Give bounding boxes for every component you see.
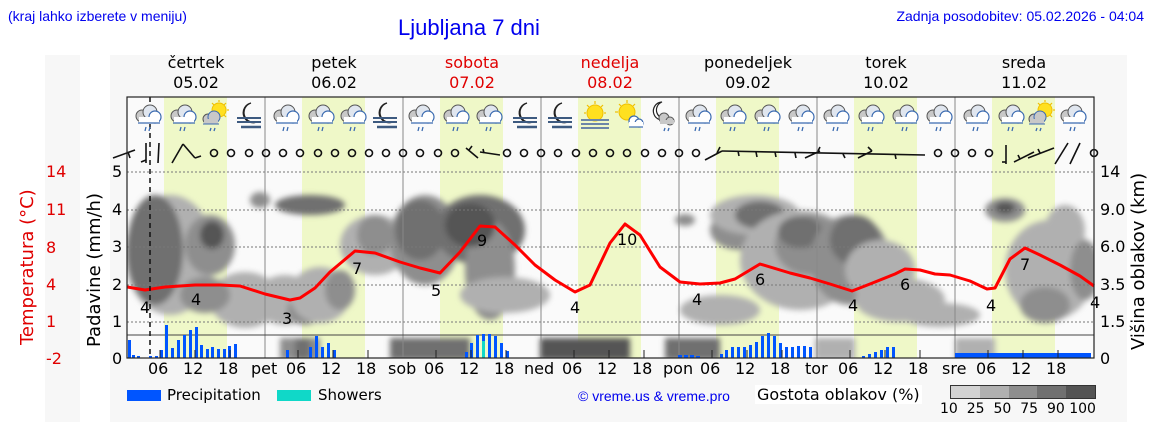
precip-tick: 4 (112, 200, 123, 219)
cloud-height-tick: 9.0 (1100, 200, 1126, 219)
temperature-line (126, 222, 1095, 302)
x-tick: 12 (597, 359, 618, 378)
x-tick: 06 (976, 359, 997, 378)
x-tick-day: ned (524, 359, 555, 378)
cloud-density-scale (950, 385, 1096, 399)
x-tick: 12 (459, 359, 480, 378)
precip-tick: 5 (112, 162, 123, 181)
shower-bar (482, 341, 485, 358)
x-tick: 12 (183, 359, 204, 378)
x-tick: 12 (873, 359, 894, 378)
density-step (1066, 386, 1095, 398)
x-tick: 06 (562, 359, 583, 378)
precip-tick: 1 (112, 312, 123, 331)
day-header: sreda 11.02 (1001, 53, 1047, 92)
hour-ticks (159, 350, 1059, 358)
svg-text:4: 4 (986, 296, 996, 315)
temp-tick: 8 (46, 238, 57, 257)
density-step (951, 386, 980, 398)
cloud-height-tick: 1.5 (1100, 312, 1126, 331)
x-tick-day: pon (663, 359, 694, 378)
x-tick: 06 (838, 359, 859, 378)
svg-text:4: 4 (1090, 293, 1100, 312)
temp-tick: 4 (46, 275, 57, 294)
day-header: četrtek 05.02 (167, 53, 225, 92)
precip-tick: 3 (112, 237, 123, 256)
temp-tick: -2 (46, 349, 62, 368)
x-tick: 18 (494, 359, 515, 378)
day-header: ponedeljek 09.02 (704, 53, 792, 92)
x-tick-day: sob (388, 359, 417, 378)
copyright-link[interactable]: © vreme.us & vreme.pro (578, 388, 730, 404)
temp-tick: 1 (46, 312, 57, 331)
precipitation-legend-label: Precipitation (167, 386, 261, 404)
day-header: torek 10.02 (863, 53, 909, 92)
day-header-weekend: sobota 07.02 (444, 53, 500, 92)
x-tick: 18 (218, 359, 239, 378)
x-tick: 18 (1046, 359, 1067, 378)
x-tick: 12 (735, 359, 756, 378)
day-header-weekend: nedelja 08.02 (580, 53, 640, 92)
density-step (1037, 386, 1067, 398)
temperature-values: 4 4 3 7 5 9 4 10 4 6 4 6 4 7 4 (140, 230, 1100, 328)
showers-legend-label: Showers (318, 386, 382, 404)
cloud-height-tick: 14 (1100, 162, 1121, 181)
svg-text:9: 9 (477, 231, 487, 250)
cloud-height-tick: 6.0 (1100, 237, 1126, 256)
svg-text:6: 6 (755, 270, 765, 289)
precipitation-swatch (127, 390, 161, 401)
svg-text:7: 7 (352, 259, 362, 278)
svg-text:10: 10 (617, 230, 637, 249)
density-step (1008, 386, 1038, 398)
temp-tick: 14 (46, 162, 67, 181)
x-tick: 18 (770, 359, 791, 378)
svg-text:6: 6 (900, 275, 910, 294)
x-tick: 06 (286, 359, 307, 378)
temperature-axis-panel (45, 55, 80, 422)
cloud-height-axis-label: Višina oblakov (km) (1128, 172, 1149, 350)
showers-swatch (277, 390, 311, 401)
calm-wind-circles (209, 148, 1099, 158)
page-title: Ljubljana 7 dni (398, 15, 540, 40)
density-step (979, 386, 1009, 398)
x-tick: 18 (356, 359, 377, 378)
x-tick-day: sre (942, 359, 967, 378)
temp-tick: 11 (46, 200, 67, 219)
x-tick: 12 (321, 359, 342, 378)
svg-text:4: 4 (191, 290, 201, 309)
last-update-label: Zadnja posodobitev: 05.02.2026 - 04:04 (896, 8, 1144, 24)
svg-text:4: 4 (692, 290, 702, 309)
x-tick: 18 (632, 359, 653, 378)
precip-tick: 2 (112, 275, 123, 294)
precip-tick: 0 (112, 349, 123, 368)
wind-barbs-row (112, 142, 1081, 165)
menu-hint-link[interactable]: (kraj lahko izberete v meniju) (8, 8, 187, 24)
x-tick-day: tor (805, 359, 828, 378)
svg-text:5: 5 (431, 281, 441, 300)
x-tick: 06 (424, 359, 445, 378)
svg-text:4: 4 (140, 298, 150, 317)
x-tick: 18 (908, 359, 929, 378)
grid-lines (127, 171, 1094, 323)
svg-text:4: 4 (848, 296, 858, 315)
x-tick: 06 (700, 359, 721, 378)
x-tick: 06 (148, 359, 169, 378)
svg-text:3: 3 (282, 309, 292, 328)
x-tick-day: pet (251, 359, 278, 378)
cloud-density-label: Gostota oblakov (%) (755, 385, 922, 404)
precipitation-axis-label: Padavine (mm/h) (84, 193, 105, 347)
svg-text:7: 7 (1020, 255, 1030, 274)
cloud-density-ticks: 10 25 50 75 90 100 (940, 401, 1096, 417)
svg-text:4: 4 (570, 298, 580, 317)
day-separators (264, 97, 956, 358)
cloud-height-tick: 3.5 (1100, 275, 1126, 294)
cloud-height-tick: 0 (1100, 349, 1111, 368)
day-header: petek 06.02 (311, 53, 357, 92)
x-tick: 12 (1011, 359, 1032, 378)
